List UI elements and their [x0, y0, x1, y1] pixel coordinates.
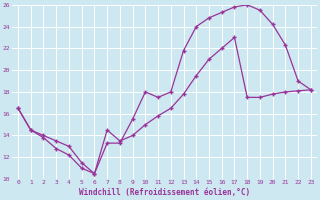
X-axis label: Windchill (Refroidissement éolien,°C): Windchill (Refroidissement éolien,°C) [79, 188, 250, 197]
